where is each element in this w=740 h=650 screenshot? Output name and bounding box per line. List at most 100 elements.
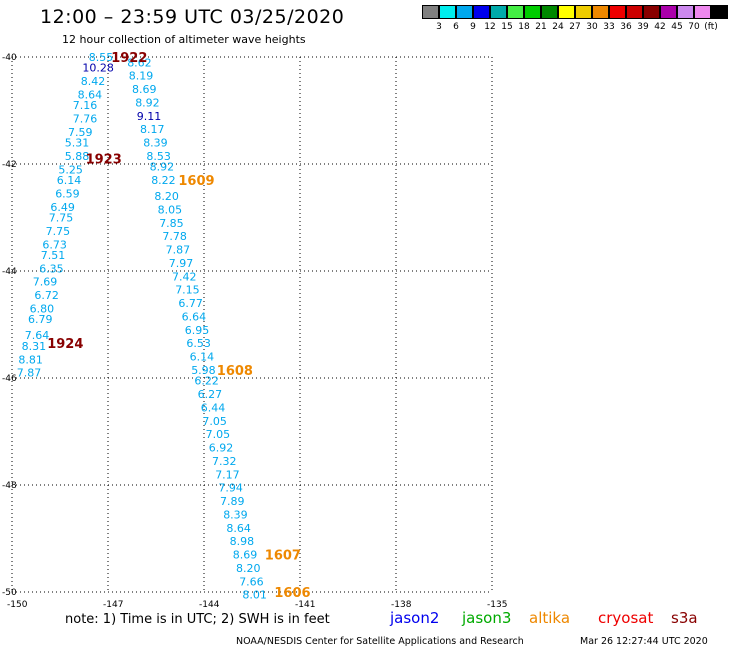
scale-label: 18 <box>518 22 530 32</box>
scale-label: 12 <box>484 22 496 32</box>
scale-swatch <box>694 5 711 19</box>
scale-swatch <box>558 5 575 19</box>
scale-label: 27 <box>569 22 581 32</box>
wave-height-value: 6.35 <box>39 262 64 275</box>
wave-height-value: 8.69 <box>233 549 257 562</box>
pass-time-label: 1924 <box>47 337 83 352</box>
wave-height-value: 8.64 <box>226 522 251 535</box>
lat-label: -46 <box>2 374 17 384</box>
lat-label: -42 <box>2 160 17 170</box>
satellite-jason2: jason2 <box>390 609 440 627</box>
scale-swatch <box>711 5 728 19</box>
wave-height-value: 6.73 <box>42 238 67 251</box>
wave-height-value: 6.14 <box>190 351 215 364</box>
wave-height-value: 7.59 <box>68 126 93 139</box>
wave-height-value: 6.44 <box>201 401 226 414</box>
scale-swatch <box>490 5 507 19</box>
page-title: 12:00 – 23:59 UTC 03/25/2020 <box>40 6 345 28</box>
wave-height-value: 6.80 <box>30 302 54 315</box>
wave-height-value: 6.77 <box>178 297 203 310</box>
scale-label: 70 <box>688 22 700 32</box>
scale-swatch <box>507 5 524 19</box>
pass-time-label: 1922 <box>111 51 147 66</box>
scale-label: 36 <box>620 22 632 32</box>
wave-height-value: 8.55 <box>89 51 114 64</box>
wave-height-value: 8.92 <box>150 161 175 174</box>
wave-height-value: 7.76 <box>73 113 98 126</box>
lat-label: -48 <box>2 481 17 491</box>
wave-height-value: 7.75 <box>49 212 74 225</box>
scale-swatch <box>626 5 643 19</box>
scale-swatch <box>677 5 694 19</box>
wave-height-value: 8.42 <box>81 75 106 88</box>
satellite-jason3: jason3 <box>462 609 512 627</box>
wave-height-value: 8.69 <box>132 83 157 96</box>
wave-height-value: 6.49 <box>50 201 75 214</box>
footer-note: note: 1) Time is in UTC; 2) SWH is in fe… <box>65 612 330 627</box>
wave-height-value: 8.39 <box>143 137 168 150</box>
wave-height-value: 5.98 <box>191 364 216 377</box>
scale-swatch <box>609 5 626 19</box>
wave-height-value: 7.42 <box>172 270 197 283</box>
wave-height-value: 8.20 <box>236 562 261 575</box>
satellite-s3a: s3a <box>671 609 698 627</box>
wave-height-value: 7.15 <box>175 284 200 297</box>
wave-height-value: 6.64 <box>182 310 207 323</box>
track-1609-1606: 8.628.198.698.929.118.178.398.538.928.22… <box>127 56 267 601</box>
lon-label: -135 <box>487 600 507 610</box>
lon-label: -138 <box>391 600 412 610</box>
wave-height-value: 6.92 <box>209 442 234 455</box>
scale-label: 6 <box>453 22 459 32</box>
pass-time-label: 1608 <box>217 364 253 379</box>
wave-height-value: 7.69 <box>33 276 58 289</box>
scale-label: 42 <box>654 22 666 32</box>
wave-height-value: 6.72 <box>34 289 59 302</box>
footer-credit: NOAA/NESDIS Center for Satellite Applica… <box>236 636 524 647</box>
wave-height-value: 7.64 <box>25 329 50 342</box>
scale-label: 15 <box>501 22 513 32</box>
wave-height-value: 8.62 <box>127 56 152 69</box>
wave-height-value: 7.17 <box>215 468 240 481</box>
wave-height-value: 10.28 <box>82 62 114 75</box>
map-grid <box>11 56 493 593</box>
wave-height-value: 7.87 <box>17 367 42 380</box>
wave-height-value: 7.97 <box>169 257 194 270</box>
wave-height-value: 7.87 <box>166 244 191 257</box>
wave-height-value: 8.22 <box>151 174 176 187</box>
scale-label: 9 <box>470 22 476 32</box>
wave-height-value: 7.78 <box>162 230 187 243</box>
wave-height-value: 6.95 <box>185 324 210 337</box>
wave-height-value: 7.66 <box>239 575 264 588</box>
scale-swatch <box>473 5 490 19</box>
wave-height-value: 6.14 <box>57 174 82 187</box>
scale-swatch <box>456 5 473 19</box>
wave-height-value: 6.27 <box>198 388 223 401</box>
lon-label: -150 <box>7 600 28 610</box>
wave-height-value: 8.92 <box>135 96 160 109</box>
wave-height-tracks: 8.5510.288.428.647.167.767.595.315.885.2… <box>17 51 267 602</box>
lon-label: -144 <box>199 600 220 610</box>
lon-label: -147 <box>103 600 123 610</box>
wave-height-value: 7.16 <box>73 99 98 112</box>
scale-swatch <box>541 5 558 19</box>
wave-height-value: 6.59 <box>55 187 79 200</box>
wave-height-value: 7.32 <box>212 455 237 468</box>
wave-height-value: 6.79 <box>28 313 53 326</box>
wave-height-value: 7.51 <box>41 249 66 262</box>
scale-swatch <box>439 5 456 19</box>
wave-height-value: 5.88 <box>65 150 90 163</box>
wave-height-value: 7.05 <box>206 428 231 441</box>
wave-height-value: 6.53 <box>186 337 211 350</box>
wave-height-value: 8.98 <box>230 535 255 548</box>
pass-time-label: 1609 <box>178 174 214 189</box>
wave-height-value: 7.94 <box>218 482 243 495</box>
scale-swatch <box>592 5 609 19</box>
wave-height-value: 8.20 <box>154 190 179 203</box>
lat-label: -44 <box>2 267 17 277</box>
wave-height-value: 7.89 <box>220 495 245 508</box>
pass-time-label: 1607 <box>265 549 301 564</box>
wave-height-value: 8.64 <box>78 88 103 101</box>
page-subtitle: 12 hour collection of altimeter wave hei… <box>62 33 306 46</box>
wave-height-value: 8.31 <box>22 340 46 353</box>
scale-label: 39 <box>637 22 649 32</box>
